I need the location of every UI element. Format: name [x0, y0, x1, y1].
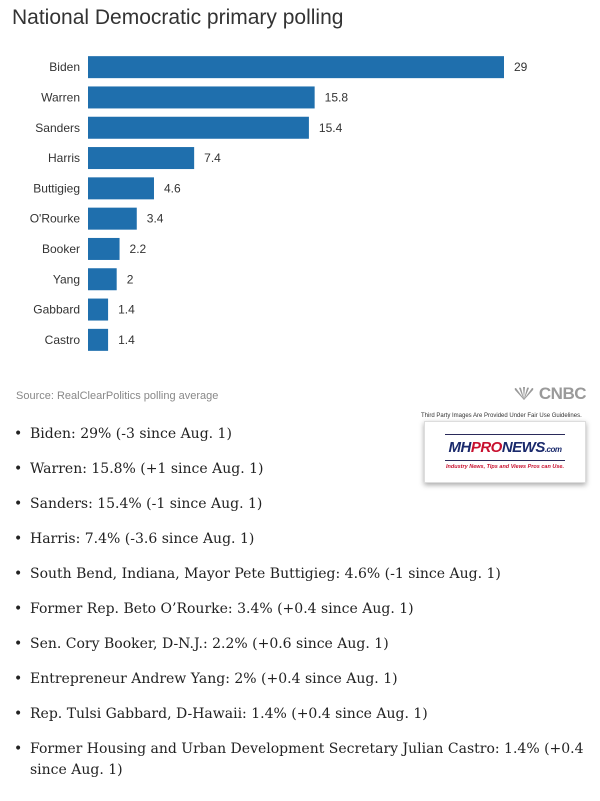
list-item: • South Bend, Indiana, Mayor Pete Buttigi… [12, 564, 596, 585]
value-label: 7.4 [204, 151, 221, 165]
bullet-icon: • [14, 601, 23, 617]
bullet-icon: • [14, 426, 23, 442]
category-label: Warren [41, 90, 80, 104]
logo-rule-bottom [445, 460, 565, 461]
list-item-text: South Bend, Indiana, Mayor Pete Buttigie… [30, 566, 501, 582]
bar [88, 207, 137, 230]
logo-tagline: Industry News, Tips and Views Pros can U… [446, 464, 564, 470]
logo-com: .com [544, 445, 562, 454]
list-item-text: Former Housing and Urban Development Sec… [30, 741, 584, 778]
value-label: 3.4 [147, 212, 164, 226]
logo-pro: PRO [470, 439, 503, 456]
list-item-text: Former Rep. Beto O’Rourke: 3.4% (+0.4 si… [30, 601, 414, 617]
value-label: 15.4 [319, 121, 343, 135]
bar [88, 147, 195, 170]
bullet-icon: • [14, 531, 23, 547]
logo-rule-top [445, 434, 565, 435]
bar [88, 177, 154, 200]
category-label: O'Rourke [30, 212, 81, 226]
list-item: • Former Housing and Urban Development Se… [12, 739, 596, 781]
list-item: • Former Rep. Beto O’Rourke: 3.4% (+0.4 s… [12, 599, 596, 620]
bar [88, 116, 309, 139]
list-item: • Warren: 15.8% (+1 since Aug. 1) [12, 459, 596, 480]
list-item-text: Harris: 7.4% (-3.6 since Aug. 1) [30, 531, 255, 547]
logo-mh: MH [448, 439, 471, 456]
list-item: • Entrepreneur Andrew Yang: 2% (+0.4 sinc… [12, 669, 596, 690]
list-item-text: Sanders: 15.4% (-1 since Aug. 1) [30, 496, 263, 512]
bullet-icon: • [14, 496, 23, 512]
value-label: 1.4 [118, 333, 135, 347]
value-label: 15.8 [325, 90, 349, 104]
bullet-icon: • [14, 566, 23, 582]
list-item-text: Biden: 29% (-3 since Aug. 1) [30, 426, 232, 442]
list-item-text: Rep. Tulsi Gabbard, D-Hawaii: 1.4% (+0.4… [30, 706, 428, 722]
category-label: Yang [53, 272, 80, 286]
list-item: • Rep. Tulsi Gabbard, D-Hawaii: 1.4% (+0.… [12, 704, 596, 725]
bar [88, 268, 117, 291]
list-item-text: Entrepreneur Andrew Yang: 2% (+0.4 since… [30, 671, 398, 687]
category-label: Castro [45, 333, 81, 347]
category-label: Biden [49, 60, 80, 74]
list-item: • Biden: 29% (-3 since Aug. 1) [12, 424, 596, 445]
list-item: • Sen. Cory Booker, D-N.J.: 2.2% (+0.6 si… [12, 634, 596, 655]
category-label: Booker [42, 242, 80, 256]
value-label: 1.4 [118, 303, 135, 317]
value-label: 2.2 [130, 242, 147, 256]
bar-chart: Biden 29 Warren 15.8 Sanders 15.4 Harris 7.4 But… [30, 56, 528, 351]
category-label: Gabbard [33, 303, 80, 317]
list-item-text: Sen. Cory Booker, D-N.J.: 2.2% (+0.6 sin… [30, 636, 389, 652]
list-item: • Harris: 7.4% (-3.6 since Aug. 1) [12, 529, 596, 550]
logo-news: NEWS [501, 439, 546, 456]
category-label: Buttigieg [33, 181, 80, 195]
value-label: 29 [514, 60, 528, 74]
bar [88, 298, 109, 321]
mhpronews-logo: MHPRONEWS.com Industry News, Tips and Vi… [424, 421, 586, 483]
bar [88, 328, 109, 351]
list-item-text: Warren: 15.8% (+1 since Aug. 1) [30, 461, 264, 477]
category-label: Harris [48, 151, 80, 165]
logo-wordmark: MHPRONEWS.com [425, 439, 585, 456]
bullet-icon: • [14, 706, 23, 722]
category-label: Sanders [35, 121, 80, 135]
polling-notes-list: • Biden: 29% (-3 since Aug. 1) • Warren: 15… [12, 424, 596, 795]
bar [88, 56, 504, 79]
bullet-icon: • [14, 636, 23, 652]
bar [88, 237, 120, 260]
cnbc-wordmark: CNBC [538, 384, 587, 403]
bullet-icon: • [14, 461, 23, 477]
value-label: 4.6 [164, 181, 181, 195]
fair-use-note: Third Party Images Are Provided Under Fa… [421, 413, 582, 419]
bullet-icon: • [14, 671, 23, 687]
bullet-icon: • [14, 741, 23, 757]
peacock-icon [514, 387, 534, 400]
list-item: • Sanders: 15.4% (-1 since Aug. 1) [12, 494, 596, 515]
chart-title: National Democratic primary polling [12, 6, 344, 29]
source-note: Source: RealClearPolitics polling averag… [16, 390, 219, 402]
value-label: 2 [127, 272, 134, 286]
bar [88, 86, 315, 109]
cnbc-logo: CNBC [513, 384, 587, 404]
